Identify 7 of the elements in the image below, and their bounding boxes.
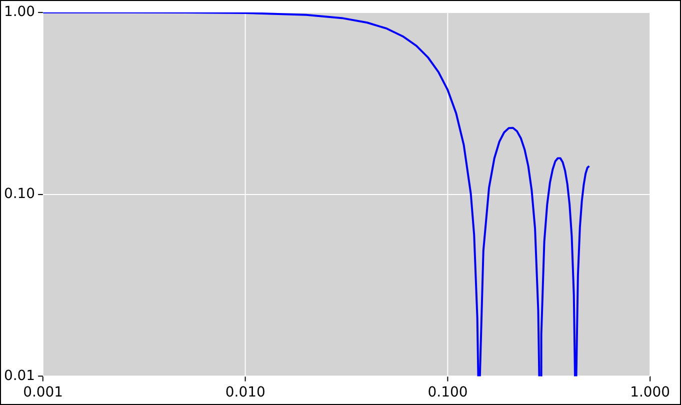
x-tick-label: 0.010: [225, 384, 266, 400]
y-tick-label: 0.01: [4, 368, 36, 384]
x-tick-label: 0.100: [428, 384, 468, 400]
y-tick-label: 0.10: [4, 186, 36, 202]
x-tick-label: 0.001: [23, 384, 64, 400]
y-tick-label: 1.00: [4, 4, 36, 20]
x-tick-label: 1.000: [630, 384, 670, 400]
